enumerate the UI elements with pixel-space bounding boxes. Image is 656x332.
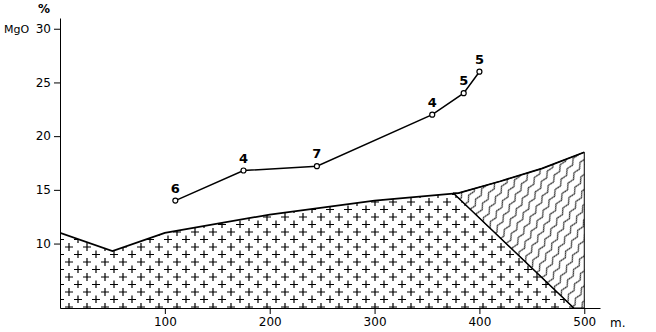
data-point — [173, 198, 178, 203]
y-tick-mark — [54, 190, 60, 191]
point-label: 5 — [475, 52, 484, 67]
y-axis: 10 15 20 25 30 — [36, 19, 61, 309]
y-tick-mark — [54, 82, 60, 83]
y-tick-mark — [54, 136, 60, 137]
y-tick-mark — [54, 244, 60, 245]
data-point — [477, 69, 482, 74]
x-tick: 100 — [154, 308, 177, 329]
y-tick-label: 15 — [36, 183, 51, 197]
point-label: 5 — [459, 73, 468, 88]
x-tick: 300 — [364, 308, 387, 329]
x-tick: 400 — [468, 308, 491, 329]
granite-area — [60, 152, 584, 308]
y-tick-label: 25 — [36, 76, 51, 90]
data-point — [314, 164, 319, 169]
x-tick-mark — [270, 308, 271, 314]
point-label: 7 — [312, 146, 321, 161]
y-tick: 10 — [36, 237, 60, 251]
y-tick-label: 20 — [36, 129, 51, 143]
x-axis-label: m. — [610, 316, 626, 330]
x-tick-label: 100 — [154, 315, 177, 329]
point-label: 4 — [239, 151, 248, 166]
x-tick-label: 500 — [573, 315, 596, 329]
x-axis: 100 200 300 400 500 — [61, 308, 601, 329]
x-tick-mark — [584, 308, 585, 314]
x-tick-mark — [165, 308, 166, 314]
data-point — [461, 91, 466, 96]
point-labels: 6 4 7 4 55 — [171, 52, 484, 196]
x-axis-line — [61, 308, 601, 309]
y-axis-unit: % — [38, 2, 50, 16]
y-tick-label: 30 — [36, 22, 51, 36]
x-tick-mark — [479, 308, 480, 314]
y-tick: 25 — [36, 76, 60, 90]
x-tick-label: 300 — [364, 315, 387, 329]
data-point — [241, 168, 246, 173]
x-tick-label: 200 — [259, 315, 282, 329]
surface-line — [60, 152, 584, 251]
y-tick: 20 — [36, 129, 60, 143]
point-label: 4 — [428, 95, 437, 110]
x-tick: 200 — [259, 308, 282, 329]
x-tick-mark — [375, 308, 376, 314]
marks — [60, 69, 584, 308]
y-tick: 15 — [36, 183, 60, 197]
contact-line — [453, 193, 574, 308]
y-tick-mark — [54, 29, 60, 30]
y-axis-line — [60, 19, 61, 309]
x-tick-label: 400 — [468, 315, 491, 329]
x-tick: 500 — [573, 308, 596, 329]
y-tick-label: 10 — [36, 237, 51, 251]
data-line — [175, 72, 479, 201]
y-tick: 30 — [36, 22, 60, 36]
plot: 6 4 7 4 55 100 200 300 400 500 10 15 20 25 30 — [36, 19, 601, 329]
y-axis-label: MgO — [4, 23, 29, 36]
point-label: 6 — [171, 181, 180, 196]
chart: 6 4 7 4 55 100 200 300 400 500 10 15 20 25 30 m.% MgO — [0, 0, 656, 332]
data-point — [430, 112, 435, 117]
